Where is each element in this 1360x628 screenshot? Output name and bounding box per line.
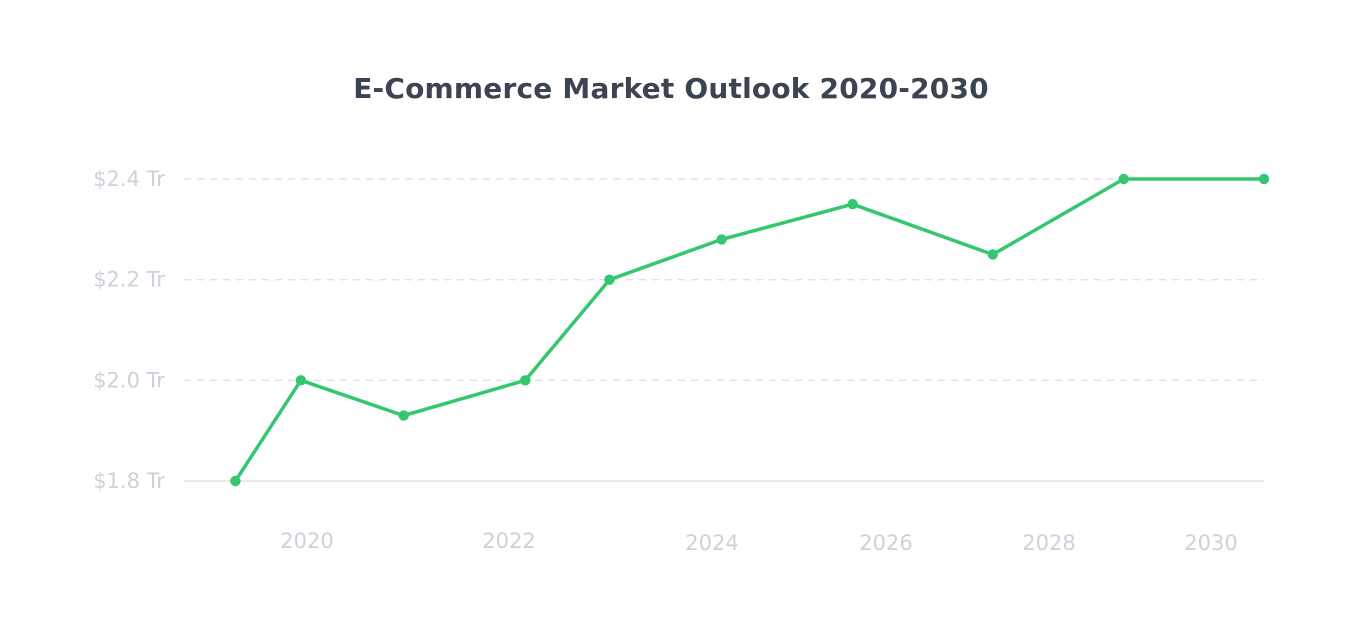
y-tick-label: $2.2 Tr: [93, 268, 165, 292]
series-line: [233, 177, 1266, 483]
gridlines: [184, 178, 1264, 382]
y-tick-label: $2.0 Tr: [93, 368, 165, 392]
data-point: [847, 199, 858, 210]
data-points: [230, 173, 1270, 487]
x-tick-label: 2030: [1184, 531, 1237, 555]
x-tick-label: 2024: [685, 531, 738, 555]
data-point: [295, 375, 307, 386]
y-tick-label: $1.8 Tr: [93, 469, 165, 493]
data-point: [1118, 173, 1129, 185]
data-point: [716, 234, 727, 245]
x-tick-label: 2022: [482, 529, 535, 553]
x-tick-label: 2028: [1022, 531, 1075, 555]
x-tick-label: 2026: [859, 531, 912, 555]
x-tick-label: 2020: [280, 529, 333, 553]
data-point: [398, 410, 409, 421]
series-lines: [233, 177, 1266, 483]
data-point: [520, 375, 531, 386]
y-tick-label: $2.4 Tr: [93, 167, 165, 191]
chart-title: E-Commerce Market Outlook 2020-2030: [353, 72, 989, 105]
data-point: [230, 475, 241, 487]
data-point: [604, 274, 615, 285]
data-point: [1258, 173, 1270, 185]
data-point: [987, 249, 998, 260]
axes: $1.8 Tr $2.0 Tr $2.2 Tr $2.4 Tr 2020 2022 2024…: [93, 167, 1264, 555]
